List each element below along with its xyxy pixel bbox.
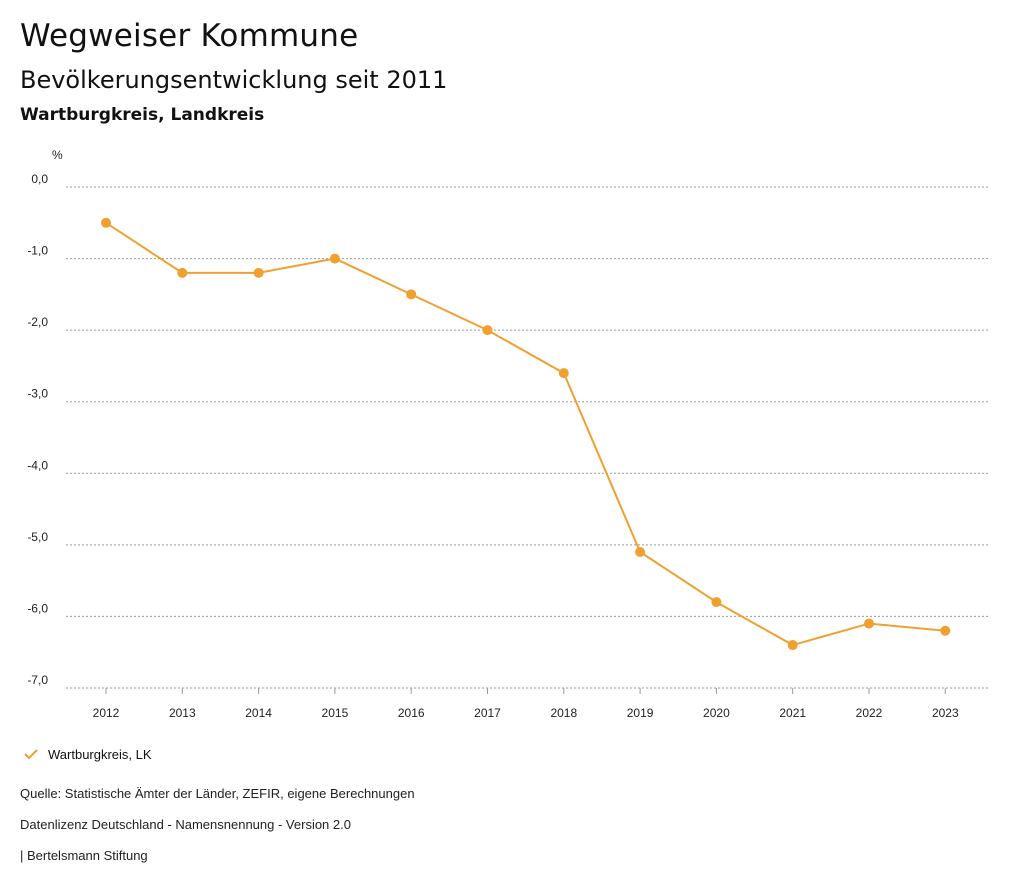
y-tick-label: 0,0 <box>31 172 48 186</box>
data-point[interactable] <box>558 368 569 379</box>
x-tick-label: 2012 <box>93 706 120 720</box>
x-tick-label: 2019 <box>627 706 654 720</box>
data-point[interactable] <box>711 597 722 608</box>
x-axis-ticks: 2012 2013 2014 2015 2016 2017 2018 2019 2020 2021… <box>93 688 959 720</box>
x-tick-label: 2016 <box>398 706 425 720</box>
y-tick-label: -3,0 <box>27 387 48 401</box>
legend-item[interactable]: Wartburgkreis, LK <box>22 745 152 763</box>
checkmark-icon <box>24 749 38 760</box>
data-point[interactable] <box>787 640 798 651</box>
legend-label: Wartburgkreis, LK <box>48 746 152 762</box>
x-tick-label: 2017 <box>474 706 501 720</box>
chart-subtitle: Bevölkerungsentwicklung seit 2011 <box>20 66 448 94</box>
series-layer <box>101 217 951 651</box>
region-label: Wartburgkreis, Landkreis <box>20 105 265 125</box>
y-tick-label: -6,0 <box>27 601 48 615</box>
data-point[interactable] <box>635 547 646 558</box>
gridlines <box>66 186 990 689</box>
data-point[interactable] <box>940 625 951 636</box>
y-tick-label: -2,0 <box>27 315 48 329</box>
y-tick-label: -4,0 <box>27 458 48 472</box>
source-text: Quelle: Statistische Ämter der Länder, Z… <box>20 786 415 801</box>
data-point[interactable] <box>406 289 417 300</box>
data-point[interactable] <box>253 267 264 278</box>
license-text: Datenlizenz Deutschland - Namensnennung … <box>20 817 351 832</box>
page-title: Wegweiser Kommune <box>20 18 359 54</box>
y-axis-label: % <box>52 148 63 162</box>
data-point[interactable] <box>329 253 340 264</box>
line-chart: % 0,0-1,0-2,0-3,0-4,0-5,0-6,0-7,0 2012 20… <box>27 148 990 720</box>
x-tick-label: 2014 <box>245 706 272 720</box>
x-tick-label: 2023 <box>932 706 959 720</box>
data-point[interactable] <box>482 325 493 336</box>
y-tick-label: -5,0 <box>27 530 48 544</box>
series-line <box>105 221 946 647</box>
x-tick-label: 2022 <box>856 706 883 720</box>
brand-text: | Bertelsmann Stiftung <box>20 848 148 863</box>
data-point[interactable] <box>177 267 188 278</box>
y-axis-ticks: 0,0 -1,0 -2,0 -3,0 -4,0 -5,0 -6,0 -7,0 <box>27 172 48 687</box>
x-tick-label: 2020 <box>703 706 730 720</box>
x-tick-label: 2015 <box>322 706 349 720</box>
data-point[interactable] <box>101 217 111 228</box>
x-tick-label: 2021 <box>779 706 806 720</box>
y-tick-label: -7,0 <box>27 673 48 687</box>
x-tick-label: 2018 <box>550 706 577 720</box>
x-tick-label: 2013 <box>169 706 196 720</box>
y-tick-label: -1,0 <box>27 244 48 258</box>
data-point[interactable] <box>864 618 874 629</box>
